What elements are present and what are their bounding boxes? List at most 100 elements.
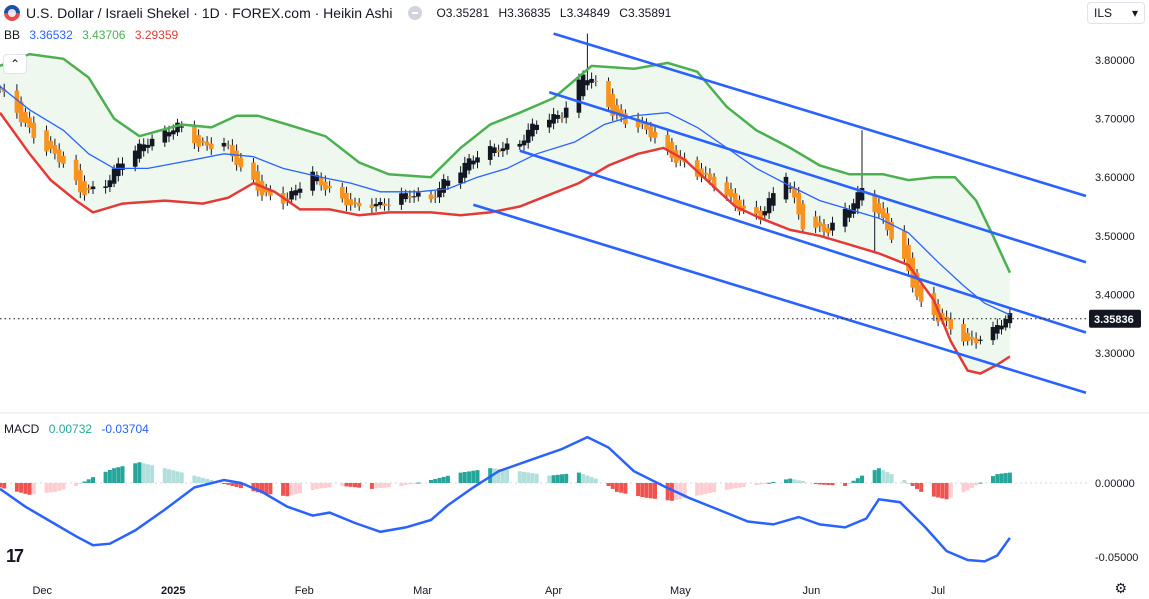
macd-hist-bar	[889, 474, 894, 483]
macd-tick-label: 0.00000	[1095, 478, 1135, 490]
bb-upper-value: 3.43706	[82, 28, 126, 42]
bb-name: BB	[4, 28, 21, 42]
macd-hist-bar	[238, 483, 243, 489]
candle-body	[230, 145, 235, 157]
macd-name: MACD	[4, 422, 40, 436]
macd-hist-bar	[374, 483, 379, 489]
candle-body	[73, 159, 79, 181]
tradingview-logo-icon[interactable]: 17	[6, 546, 24, 566]
macd-hist-bar	[429, 480, 433, 483]
macd-hist-bar	[843, 483, 848, 486]
candle-body	[948, 318, 954, 330]
candle-body	[918, 284, 924, 302]
macd-hist-bar	[107, 470, 112, 483]
candle-body	[665, 134, 670, 150]
candle-body	[817, 222, 823, 227]
bb-legend[interactable]: BB 3.36532 3.43706 3.29359	[4, 28, 184, 42]
candle-body	[23, 111, 28, 124]
macd-hist-bar	[614, 483, 619, 492]
chevron-up-icon[interactable]: ⌃	[3, 54, 27, 74]
price-tick-label: 3.40000	[1095, 289, 1135, 301]
time-tick-label: Apr	[545, 585, 562, 597]
candle-body	[441, 179, 446, 193]
candle-body	[251, 162, 256, 180]
candle-body	[614, 105, 620, 114]
candle-body	[635, 118, 641, 128]
candle-body	[644, 123, 649, 130]
open-value: O3.35281	[436, 6, 490, 20]
close-value: C3.35891	[619, 6, 672, 20]
candle-body	[944, 316, 949, 321]
candle-body	[103, 186, 108, 188]
market-status-icon[interactable]	[408, 6, 423, 20]
macd-hist-bar	[285, 483, 290, 497]
macd-hist-bar	[881, 470, 886, 483]
candle-body	[914, 272, 920, 297]
candle-body	[766, 198, 772, 214]
candle-body	[851, 203, 856, 214]
macd-hist-bar	[695, 483, 700, 496]
channel-trend-line	[553, 32, 1087, 198]
macd-line	[0, 435, 1011, 563]
bb-basis-value: 3.36532	[29, 28, 73, 42]
macd-hist-bar	[619, 483, 624, 493]
candle-body	[428, 194, 434, 200]
macd-hist-bar	[260, 483, 264, 494]
macd-hist-bar	[961, 483, 966, 493]
high-value: H3.36835	[498, 6, 551, 20]
currency-selector[interactable]: ILS ▾	[1087, 2, 1145, 24]
macd-hist-bar	[830, 483, 835, 486]
macd-hist-bar	[682, 483, 687, 499]
macd-hist-bar	[974, 483, 979, 486]
macd-hist-bar	[564, 473, 569, 483]
macd-hist-bar	[403, 483, 408, 486]
macd-hist-bar	[52, 483, 57, 492]
time-tick-label: May	[670, 585, 691, 597]
macd-hist-bar	[526, 472, 531, 483]
macd-hist-bar	[784, 479, 788, 483]
macd-hist-bar	[289, 483, 294, 496]
macd-hist-bar	[593, 478, 598, 483]
macd-hist-bar	[492, 468, 497, 483]
macd-hist-bar	[23, 483, 28, 494]
macd-hist-bar	[120, 466, 125, 483]
macd-hist-bar	[800, 481, 805, 483]
candle-body	[825, 228, 831, 233]
macd-hist-bar	[145, 464, 150, 483]
macd-hist-bar	[264, 483, 269, 494]
macd-hist-bar	[606, 483, 611, 486]
macd-hist-bar	[175, 471, 180, 483]
macd-hist-bar	[796, 480, 801, 483]
candle-body	[762, 211, 768, 216]
macd-hist-bar	[851, 480, 856, 483]
macd-tick-label: -0.05000	[1095, 552, 1138, 564]
symbol-title[interactable]: U.S. Dollar / Israeli Shekel · 1D · FORE…	[26, 5, 393, 21]
candle-body	[754, 207, 759, 214]
macd-hist-bar	[500, 469, 505, 483]
candle-body	[132, 150, 138, 167]
macd-hist-bar	[0, 483, 2, 488]
candle-body	[648, 126, 654, 138]
macd-hist-bar	[458, 472, 463, 483]
macd-hist-bar	[999, 473, 1004, 483]
macd-hist-bar	[462, 472, 467, 483]
candle-body	[640, 123, 645, 125]
candle-body	[965, 332, 970, 342]
candle-body	[517, 143, 523, 147]
candle-body	[741, 205, 746, 209]
candle-body	[162, 130, 168, 143]
candle-body	[652, 131, 658, 138]
macd-hist-bar	[940, 483, 945, 499]
macd-hist-bar	[847, 483, 852, 484]
macd-hist-bar	[585, 475, 590, 483]
macd-hist-bar	[707, 483, 712, 494]
macd-legend[interactable]: MACD 0.00732 -0.03704	[4, 422, 155, 436]
macd-hist-bar	[640, 483, 645, 497]
macd-hist-bar	[344, 483, 349, 487]
price-tick-label: 3.50000	[1095, 231, 1135, 243]
candle-body	[344, 192, 349, 206]
candle-body	[204, 141, 210, 146]
currency-label: ILS	[1094, 6, 1113, 20]
gear-icon[interactable]: ⚙	[1114, 580, 1127, 596]
